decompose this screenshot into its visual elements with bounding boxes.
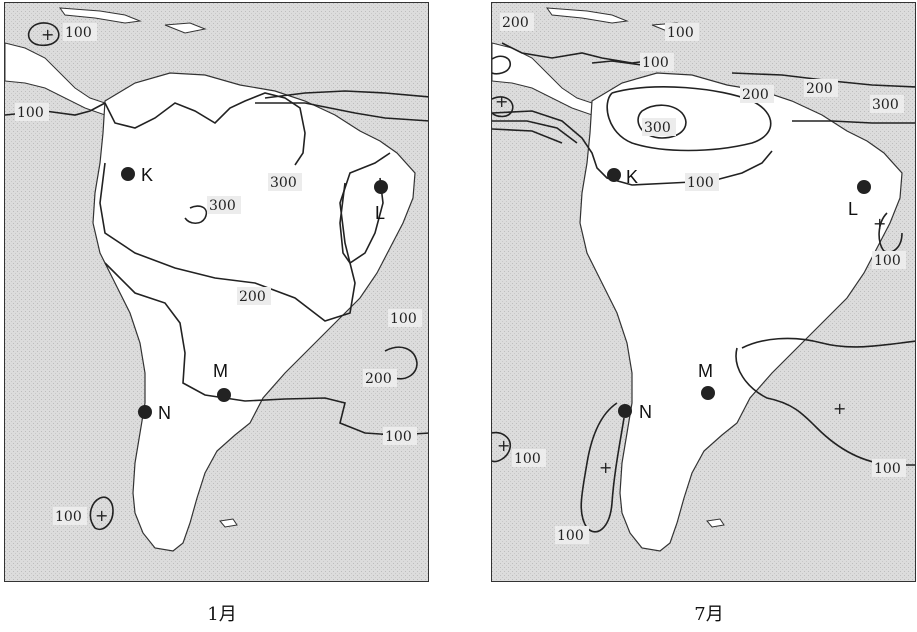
isoline xyxy=(492,55,512,75)
city-marker-m xyxy=(217,388,231,402)
january-map-canvas: + + 100 100 300 300 200 100 200 100 100 xyxy=(5,3,428,581)
high-center-icon: + xyxy=(599,458,612,477)
isoline-labels: 100 100 300 300 200 100 200 100 100 xyxy=(15,23,422,525)
isoline-label: 200 xyxy=(365,371,392,387)
january-caption: 1月 xyxy=(207,604,237,625)
isoline-label: 100 xyxy=(667,25,694,41)
isoline xyxy=(606,86,772,152)
isoline-label: 200 xyxy=(806,81,833,97)
isoline-label: 100 xyxy=(874,253,901,269)
isoline-label: 200 xyxy=(502,15,529,31)
falkland-islands xyxy=(219,518,238,528)
falkland-islands xyxy=(706,518,725,528)
city-marker-k xyxy=(121,167,135,181)
city-label-m: M xyxy=(698,361,713,381)
isoline-label: 200 xyxy=(239,289,266,305)
isoline xyxy=(104,92,306,166)
isoline-label: 100 xyxy=(874,461,901,477)
isoline-label: 300 xyxy=(872,97,899,113)
isoline xyxy=(27,22,60,47)
city-label-k: K xyxy=(141,165,153,185)
isoline-label: 100 xyxy=(385,429,412,445)
july-map-canvas: + + + + + 200 100 100 200 200 300 300 10… xyxy=(492,3,915,581)
isolines xyxy=(492,42,915,533)
isoline-label: 100 xyxy=(687,175,714,191)
isoline xyxy=(492,110,773,186)
isoline xyxy=(735,347,915,466)
isoline-label: 300 xyxy=(270,175,297,191)
isoline xyxy=(255,102,428,122)
isoline xyxy=(637,104,687,139)
high-center-icon: + xyxy=(873,214,886,233)
isoline xyxy=(492,431,512,463)
isoline xyxy=(184,205,208,225)
isoline xyxy=(264,90,428,99)
isolines xyxy=(5,22,428,530)
isoline-label: 100 xyxy=(390,311,417,327)
isoline-label: 100 xyxy=(17,105,44,121)
high-center-icon: + xyxy=(41,25,54,44)
high-center-icon: + xyxy=(497,436,510,455)
city-label-k: K xyxy=(626,167,638,187)
isoline xyxy=(591,60,643,66)
city-label-n: N xyxy=(158,403,171,423)
south-america-landmass xyxy=(92,72,416,552)
isoline xyxy=(492,96,514,118)
city-marker-m xyxy=(701,386,715,400)
january-map: + + 100 100 300 300 200 100 200 100 100 xyxy=(4,2,429,582)
high-center-icon: + xyxy=(833,399,846,418)
isoline xyxy=(89,496,114,530)
caribbean-island xyxy=(164,22,207,34)
city-marker-l xyxy=(857,180,871,194)
isoline-labels: 200 100 100 200 200 300 300 100 100 100 … xyxy=(500,13,906,544)
city-label-l: L xyxy=(848,199,858,219)
city-marker-n xyxy=(618,404,632,418)
isoline xyxy=(792,120,915,124)
south-america-landmass xyxy=(579,72,903,552)
july-caption: 7月 xyxy=(694,604,724,625)
isoline-label: 200 xyxy=(742,87,769,103)
city-markers: K L M N xyxy=(607,167,871,422)
city-marker-l xyxy=(374,180,388,194)
isoline xyxy=(384,346,418,380)
high-center-icon: + xyxy=(495,92,508,111)
isoline xyxy=(492,120,578,144)
isoline-label: 300 xyxy=(644,120,671,136)
isoline xyxy=(339,177,384,265)
caribbean-island xyxy=(58,7,142,24)
city-marker-n xyxy=(138,405,152,419)
isoline xyxy=(492,128,563,144)
isoline-label: 100 xyxy=(557,528,584,544)
july-map: + + + + + 200 100 100 200 200 300 300 10… xyxy=(491,2,916,582)
city-label-m: M xyxy=(213,361,228,381)
city-marker-k xyxy=(607,168,621,182)
isoline xyxy=(741,337,915,349)
isoline xyxy=(104,262,428,436)
high-center-icon: + xyxy=(95,506,108,525)
city-label-l: L xyxy=(375,203,385,223)
city-markers: K L M N xyxy=(121,165,388,423)
isoline-label: 100 xyxy=(642,55,669,71)
city-label-n: N xyxy=(639,402,652,422)
isoline-label: 300 xyxy=(209,198,236,214)
isoline-label: 100 xyxy=(514,451,541,467)
isoline-label: 100 xyxy=(55,509,82,525)
caribbean-island xyxy=(545,7,629,24)
isoline-label: 100 xyxy=(65,25,92,41)
